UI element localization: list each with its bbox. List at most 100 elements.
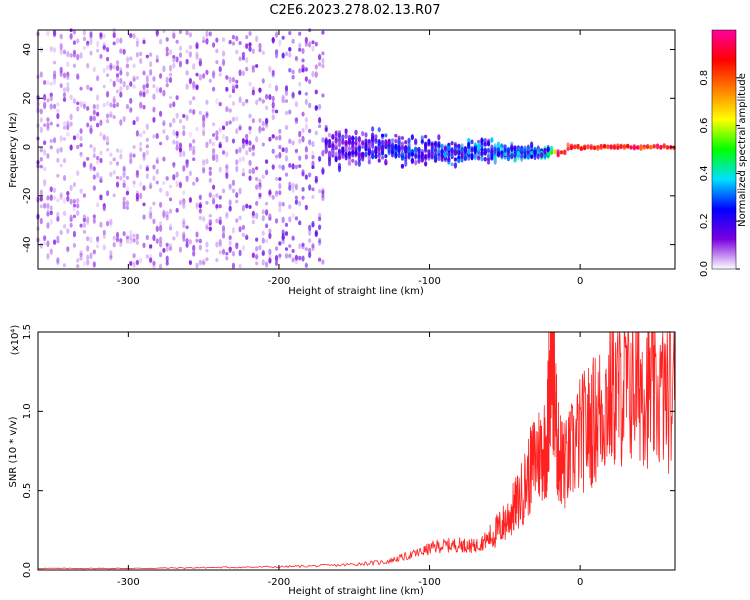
spectrogram-cell <box>165 190 169 197</box>
spectrogram-cell <box>264 159 269 164</box>
spectrogram-cell <box>261 237 265 244</box>
spectrogram-cell <box>414 159 418 166</box>
spectrogram-cell <box>304 67 308 72</box>
spectrogram-cell <box>506 155 511 162</box>
spectrogram-cell <box>182 200 186 207</box>
spectrogram-cell <box>483 157 487 162</box>
spectrogram-cell <box>125 63 130 69</box>
spectrogram-cell <box>261 50 265 55</box>
spectrogram-cell <box>420 151 424 158</box>
spectrogram-cell <box>496 147 501 152</box>
spectrogram-cell <box>198 244 202 251</box>
spectrogram-cell <box>291 188 295 193</box>
spectrogram-cell <box>178 119 183 124</box>
spectrogram-cell <box>109 102 113 108</box>
spectrogram-cell <box>115 37 120 44</box>
spectrogram-cell <box>162 121 166 126</box>
spectrogram-cell <box>480 147 484 152</box>
spectrogram-cell <box>321 168 325 175</box>
spectrogram-cell <box>264 239 269 244</box>
spectrogram-cell <box>82 29 86 36</box>
spectrogram-cell <box>46 195 50 201</box>
spectrogram-cell <box>437 143 441 148</box>
spectrogram-cell <box>318 124 322 129</box>
spectrogram-cell <box>284 172 289 177</box>
spectrogram-cell <box>145 149 149 156</box>
spectrogram-cell <box>79 223 83 228</box>
spectrogram-cell <box>218 250 222 255</box>
spectrogram-cell <box>125 240 130 245</box>
spectrogram-cell <box>324 124 328 131</box>
spectrogram-cell <box>49 194 53 202</box>
spectrogram-cell <box>182 236 186 242</box>
spectrogram-cell <box>192 63 196 70</box>
spectrogram-cell <box>149 253 153 259</box>
spectrogram-cell <box>291 69 295 75</box>
spectrogram-cell <box>357 146 361 153</box>
spectrogram-cell <box>609 144 613 149</box>
spectrogram-cell <box>264 201 269 206</box>
spectrogram-cell <box>152 116 156 123</box>
spectrogram-cell <box>109 218 113 226</box>
spectrogram-cell <box>278 151 282 159</box>
spectrogram-cell <box>241 245 246 251</box>
spectrogram-cell <box>311 141 315 148</box>
spectrogram-cell <box>563 151 567 156</box>
spectrogram-cell <box>255 246 259 252</box>
spectrogram-cell <box>39 189 43 196</box>
spectrogram-cell <box>308 252 312 259</box>
spectrogram-cell <box>665 145 670 150</box>
spectrogram-cell <box>175 56 179 63</box>
spectrogram-cell <box>99 32 103 38</box>
spectrogram-cell <box>208 191 212 198</box>
spectrogram-cell <box>308 102 312 109</box>
spectrogram-cell <box>318 103 322 110</box>
snr-series-line <box>37 330 676 570</box>
spectrogram-cell <box>218 72 222 77</box>
spectrogram-cell <box>278 241 282 246</box>
colorbar-tick-label: 0.2 <box>699 213 710 229</box>
snr-y-tick-label: 1.5 <box>22 324 33 340</box>
spectrogram-cell <box>158 220 163 227</box>
spectrogram-cell <box>66 131 70 137</box>
spectrogram-cell <box>268 232 272 240</box>
spectrogram-cell <box>162 156 166 162</box>
spectrogram-cell <box>238 215 242 221</box>
spectrogram-cell <box>49 145 53 150</box>
spectrogram-cell <box>211 122 216 127</box>
spectrogram-cell <box>92 146 96 153</box>
spectrogram-cell <box>331 148 335 156</box>
spectrogram-cell <box>211 151 216 158</box>
spectrogram-cell <box>304 98 308 106</box>
spectrogram-cell <box>238 69 242 77</box>
spectrogram-cell <box>215 37 219 43</box>
spectrogram-cell <box>221 233 226 239</box>
spectrogram-cell <box>390 147 395 154</box>
spectrogram-cell <box>241 167 246 174</box>
spectrogram-cell <box>261 215 265 222</box>
spectrogram-cell <box>39 147 43 153</box>
spectrogram-cell <box>195 126 199 132</box>
spectrogram-cell <box>89 87 93 91</box>
spectrogram-cell <box>357 152 361 157</box>
spectrogram-cell <box>337 149 342 156</box>
spectrogram-cell <box>513 147 517 153</box>
spectrogram-cell <box>178 29 183 35</box>
spectrogram-cell <box>221 125 226 131</box>
spectrogram-cell <box>149 212 153 220</box>
spectrogram-cell <box>119 238 123 243</box>
spectrogram-cell <box>122 48 126 55</box>
spectrogram-cell <box>139 51 143 57</box>
spectrogram-cell <box>99 221 103 228</box>
spectrogram-cell <box>245 203 249 209</box>
spectrogram-cell <box>76 198 80 204</box>
spectrogram-cell <box>291 213 295 219</box>
colorbar-ticks: 0.0 0.2 0.4 0.6 0.8 <box>699 70 740 277</box>
spectrogram-cell <box>318 237 322 244</box>
spectrogram-cell <box>168 208 173 214</box>
spectrogram-cell <box>298 155 302 161</box>
spectrogram-cell <box>145 137 149 142</box>
spectrogram-cell <box>202 159 206 166</box>
spectrogram-cell <box>132 77 136 83</box>
spectrogram-cell <box>268 213 272 221</box>
